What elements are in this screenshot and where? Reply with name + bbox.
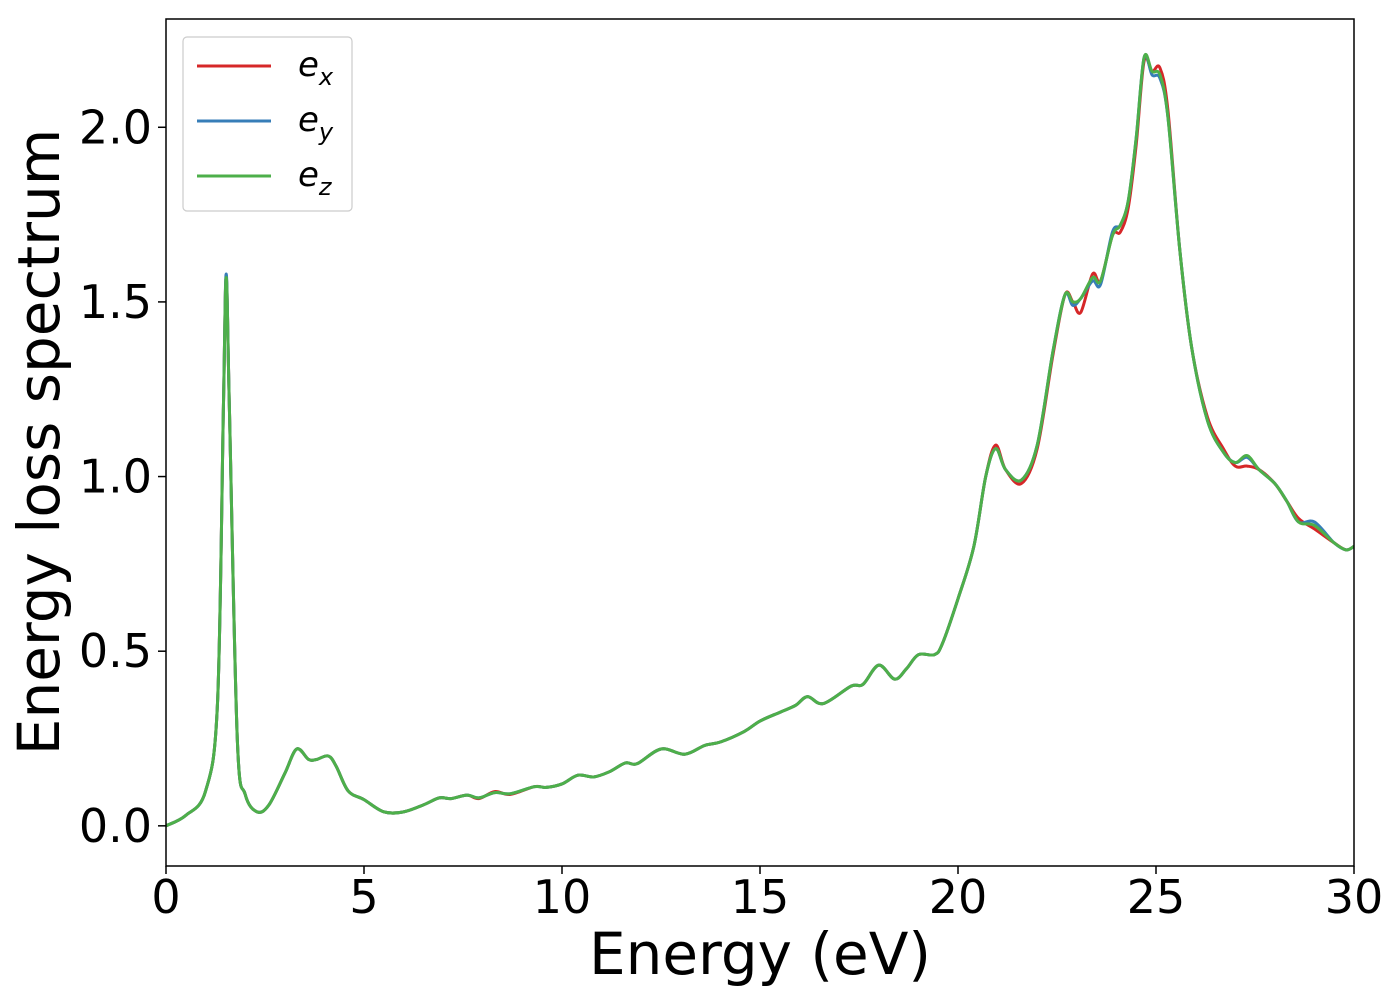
x-tick-label: 0 — [151, 870, 180, 924]
x-tick-label: 10 — [533, 870, 592, 924]
legend-box — [182, 36, 353, 212]
legend-label-x: ex — [298, 45, 334, 91]
series-line-e-z — [166, 53, 1354, 828]
x-axis: 0 5 10 15 20 25 30 — [151, 866, 1383, 924]
legend-label-y: ey — [298, 100, 334, 146]
x-tick-label: 15 — [731, 870, 790, 924]
y-tick-label: 1.0 — [79, 450, 152, 504]
y-axis-title: Energy loss spectrum — [5, 129, 73, 755]
y-tick-label: 1.5 — [79, 275, 152, 329]
y-tick-label: 0.5 — [79, 624, 152, 678]
legend-subscript: z — [318, 173, 333, 201]
x-tick-label: 30 — [1325, 870, 1384, 924]
y-tick-label: 0.0 — [79, 799, 152, 853]
y-axis: 0.0 0.5 1.0 1.5 2.0 — [79, 100, 166, 853]
y-tick-label: 2.0 — [79, 100, 152, 154]
x-axis-title: Energy (eV) — [589, 920, 931, 988]
x-tick-label: 20 — [929, 870, 988, 924]
legend-subscript: x — [318, 63, 334, 91]
x-tick-label: 5 — [349, 870, 378, 924]
legend-subscript: y — [318, 118, 334, 146]
x-tick-label: 25 — [1127, 870, 1186, 924]
series-layer — [166, 53, 1354, 828]
